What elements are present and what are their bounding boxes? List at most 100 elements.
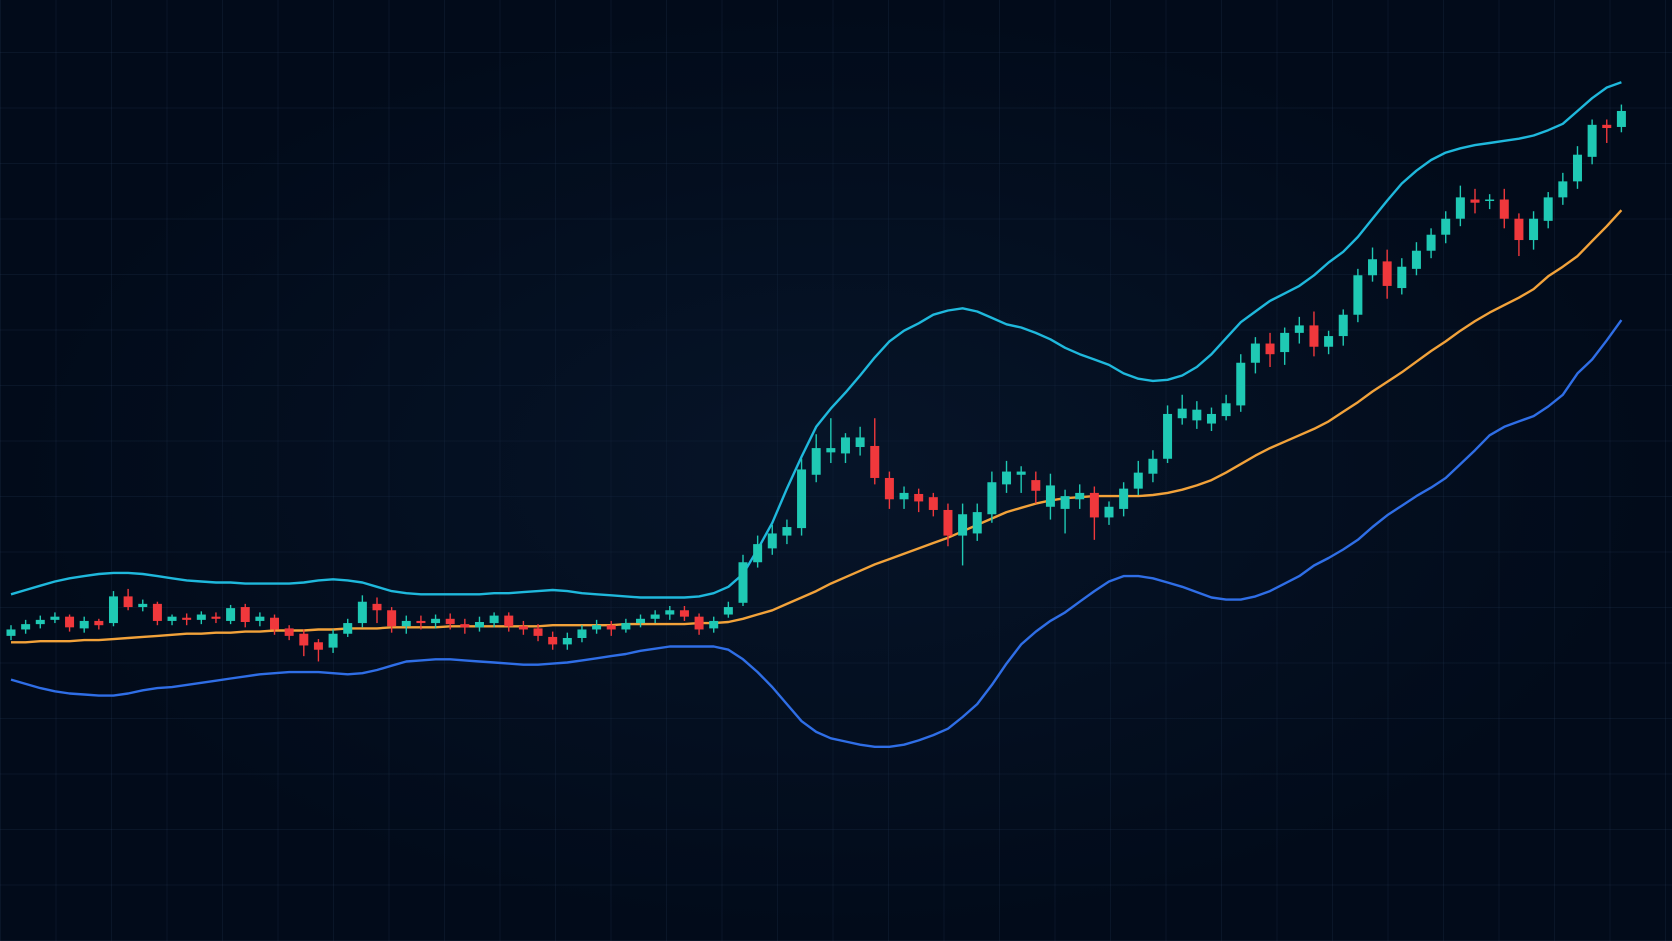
candle-body [1353, 275, 1363, 315]
candle-body [1060, 496, 1070, 509]
candle-body [928, 497, 938, 510]
candle-body [1441, 218, 1451, 235]
candle-body [313, 642, 323, 650]
candle-body [606, 625, 616, 630]
candle-body [1397, 266, 1407, 289]
candle-body [489, 615, 499, 624]
candle-body [328, 633, 338, 648]
candle-body [65, 616, 75, 628]
candle-body [226, 608, 236, 621]
candle-body [753, 544, 763, 563]
candle-body [899, 492, 909, 500]
candle-body [723, 607, 733, 615]
candle-body [987, 482, 997, 515]
candle-body [94, 620, 104, 626]
candle-body [196, 614, 206, 620]
candle-body [533, 628, 543, 636]
candle-body [1031, 480, 1041, 491]
candle-body [1250, 343, 1260, 363]
candle-body [138, 603, 148, 608]
candle-body [387, 610, 397, 627]
candle-body [79, 620, 89, 629]
candle-body [811, 448, 821, 475]
candle-body [6, 629, 16, 636]
candle-body [152, 603, 162, 621]
candle-body [592, 625, 602, 630]
candle-body [1236, 362, 1246, 406]
candle-body [914, 493, 924, 502]
candle-body [577, 629, 587, 639]
candle-body [679, 610, 689, 617]
candle-body [1089, 492, 1099, 518]
candle-body [1499, 199, 1509, 219]
candle-body [562, 638, 572, 645]
candle-body [1558, 181, 1568, 198]
candle-body [1221, 403, 1231, 417]
candle-body [1338, 314, 1348, 337]
candle-body [431, 618, 441, 624]
candle-body [1309, 325, 1319, 347]
candle-body [255, 616, 265, 621]
candle-body [270, 617, 280, 630]
candle-body [1602, 124, 1612, 129]
candle-body [401, 620, 411, 627]
candle-body [1587, 124, 1597, 157]
candle-body [167, 616, 177, 621]
candle-body [1572, 154, 1582, 182]
candle-body [767, 533, 777, 549]
candle-body [1324, 336, 1334, 347]
candle-body [1265, 343, 1275, 355]
candle-body [1514, 218, 1524, 241]
candle-body [460, 624, 470, 628]
candle-body [474, 621, 484, 628]
candle-body [650, 614, 660, 619]
band-line [11, 209, 1623, 644]
candle-body [211, 616, 221, 619]
candle-body [1485, 199, 1495, 202]
candle-body [958, 514, 968, 536]
candle-body [1543, 197, 1553, 221]
candle-body [1294, 325, 1304, 333]
candle-body [1163, 413, 1173, 459]
candle-body [1470, 199, 1480, 203]
candle-body [1280, 332, 1290, 353]
candle-body [738, 562, 748, 603]
band-line [10, 81, 1622, 599]
candle-body [518, 626, 528, 630]
candle-body [504, 615, 514, 627]
band-line [10, 319, 1623, 748]
candle-body [299, 633, 309, 646]
candle-body [240, 607, 250, 622]
candle-body [797, 469, 807, 529]
candle-body [1411, 250, 1421, 269]
candle-body [826, 448, 836, 453]
candle-body [343, 623, 353, 634]
candle-body [1119, 488, 1129, 509]
candle-body [694, 616, 704, 630]
candle-body [709, 620, 719, 629]
candle-body [108, 596, 118, 624]
candle-body [1192, 409, 1202, 421]
candle-body [1206, 413, 1216, 424]
candle-body [357, 601, 367, 624]
candle-body [840, 437, 850, 454]
candle-body [870, 445, 880, 478]
candle-body [21, 624, 31, 630]
candle-body [123, 596, 133, 608]
candle-body [1075, 492, 1085, 500]
candle-body [972, 512, 982, 534]
candle-body [884, 477, 894, 500]
candle-body [1616, 110, 1626, 127]
candle-body [372, 603, 382, 611]
candle-body [416, 620, 426, 624]
candle-body [445, 618, 455, 625]
candle-body [855, 437, 865, 448]
candle-body [1382, 261, 1392, 286]
candle-body [943, 509, 953, 536]
candle-body [1016, 471, 1026, 475]
candle-body [35, 619, 45, 625]
candle-body [1426, 234, 1436, 251]
candle-body [1529, 218, 1539, 241]
